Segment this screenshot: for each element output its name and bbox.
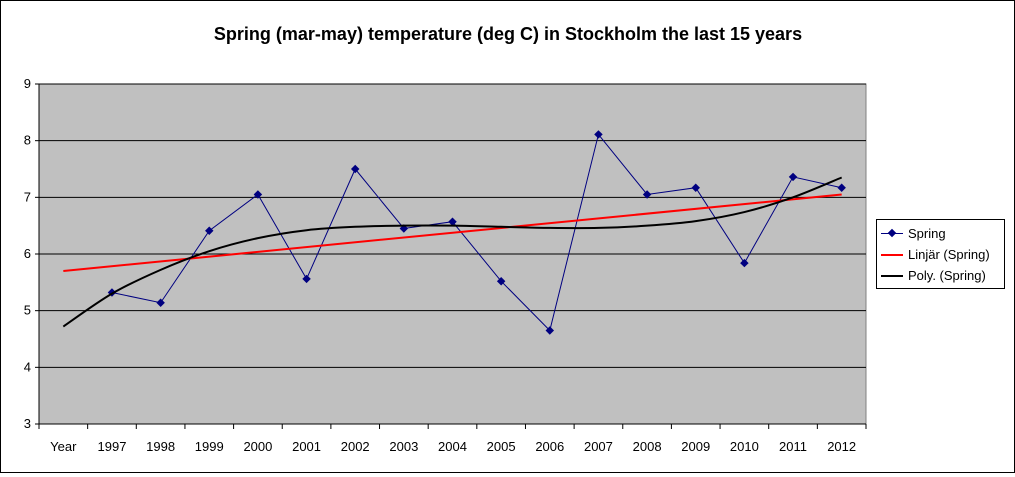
y-tick-label: 5 bbox=[24, 303, 31, 318]
y-tick-label: 4 bbox=[24, 359, 31, 374]
y-tick-label: 6 bbox=[24, 246, 31, 261]
legend-label-spring: Spring bbox=[908, 226, 946, 241]
series-layer bbox=[62, 130, 846, 335]
data-point-spring bbox=[740, 258, 749, 268]
trendline-polynomial bbox=[62, 176, 843, 328]
legend-swatch-poly-trend bbox=[881, 274, 903, 277]
y-tick-label: 8 bbox=[24, 133, 31, 148]
y-tick-label: 7 bbox=[24, 189, 31, 204]
y-tick-label: 9 bbox=[24, 76, 31, 91]
x-tick-label: 2005 bbox=[487, 439, 516, 454]
chart-title: Spring (mar-may) temperature (deg C) in … bbox=[214, 24, 802, 44]
x-tick-label: 2001 bbox=[292, 439, 321, 454]
x-tick-label: 2008 bbox=[633, 439, 662, 454]
data-point-spring bbox=[302, 274, 311, 284]
legend-item-poly-trend: Poly. (Spring) bbox=[881, 265, 1004, 286]
x-tick-label: 2002 bbox=[341, 439, 370, 454]
x-tick-label: 2000 bbox=[243, 439, 272, 454]
x-tick-label: 2006 bbox=[535, 439, 564, 454]
legend-label-poly-trend: Poly. (Spring) bbox=[908, 268, 986, 283]
x-axis: Year 1997 1998 1999 2000 2001 2002 2003 2004 2005… bbox=[38, 423, 867, 454]
data-point-spring bbox=[205, 226, 214, 236]
trendline-linear bbox=[63, 193, 842, 272]
x-tick-label: 2012 bbox=[827, 439, 856, 454]
legend: Spring Linjär (Spring) Poly. (Spring) bbox=[876, 219, 1005, 289]
data-point-spring bbox=[448, 217, 457, 226]
x-tick-label: 2010 bbox=[730, 439, 759, 454]
data-point-spring bbox=[156, 298, 165, 307]
y-axis: 3 4 5 6 7 8 9 bbox=[24, 76, 40, 431]
data-point-spring bbox=[350, 164, 360, 174]
x-tick-label: 1999 bbox=[195, 439, 224, 454]
data-point-spring bbox=[496, 276, 506, 286]
x-tick-label: 1998 bbox=[146, 439, 175, 454]
x-tick-label: 1997 bbox=[98, 439, 127, 454]
legend-item-linear-trend: Linjär (Spring) bbox=[881, 244, 1004, 265]
gridlines bbox=[39, 83, 866, 368]
x-tick-label: Year bbox=[50, 439, 77, 454]
y-tick-label: 3 bbox=[24, 416, 31, 431]
series-line-spring bbox=[111, 133, 842, 332]
x-tick-label: 2007 bbox=[584, 439, 613, 454]
x-tick-label: 2004 bbox=[438, 439, 467, 454]
legend-swatch-spring bbox=[881, 228, 903, 238]
legend-item-spring: Spring bbox=[881, 223, 1004, 244]
x-tick-label: 2009 bbox=[681, 439, 710, 454]
data-point-spring bbox=[545, 326, 555, 335]
legend-label-linear-trend: Linjär (Spring) bbox=[908, 247, 990, 262]
x-tick-label: 2011 bbox=[779, 439, 807, 454]
x-tick-label: 2003 bbox=[389, 439, 418, 454]
legend-swatch-linear-trend bbox=[881, 253, 903, 256]
